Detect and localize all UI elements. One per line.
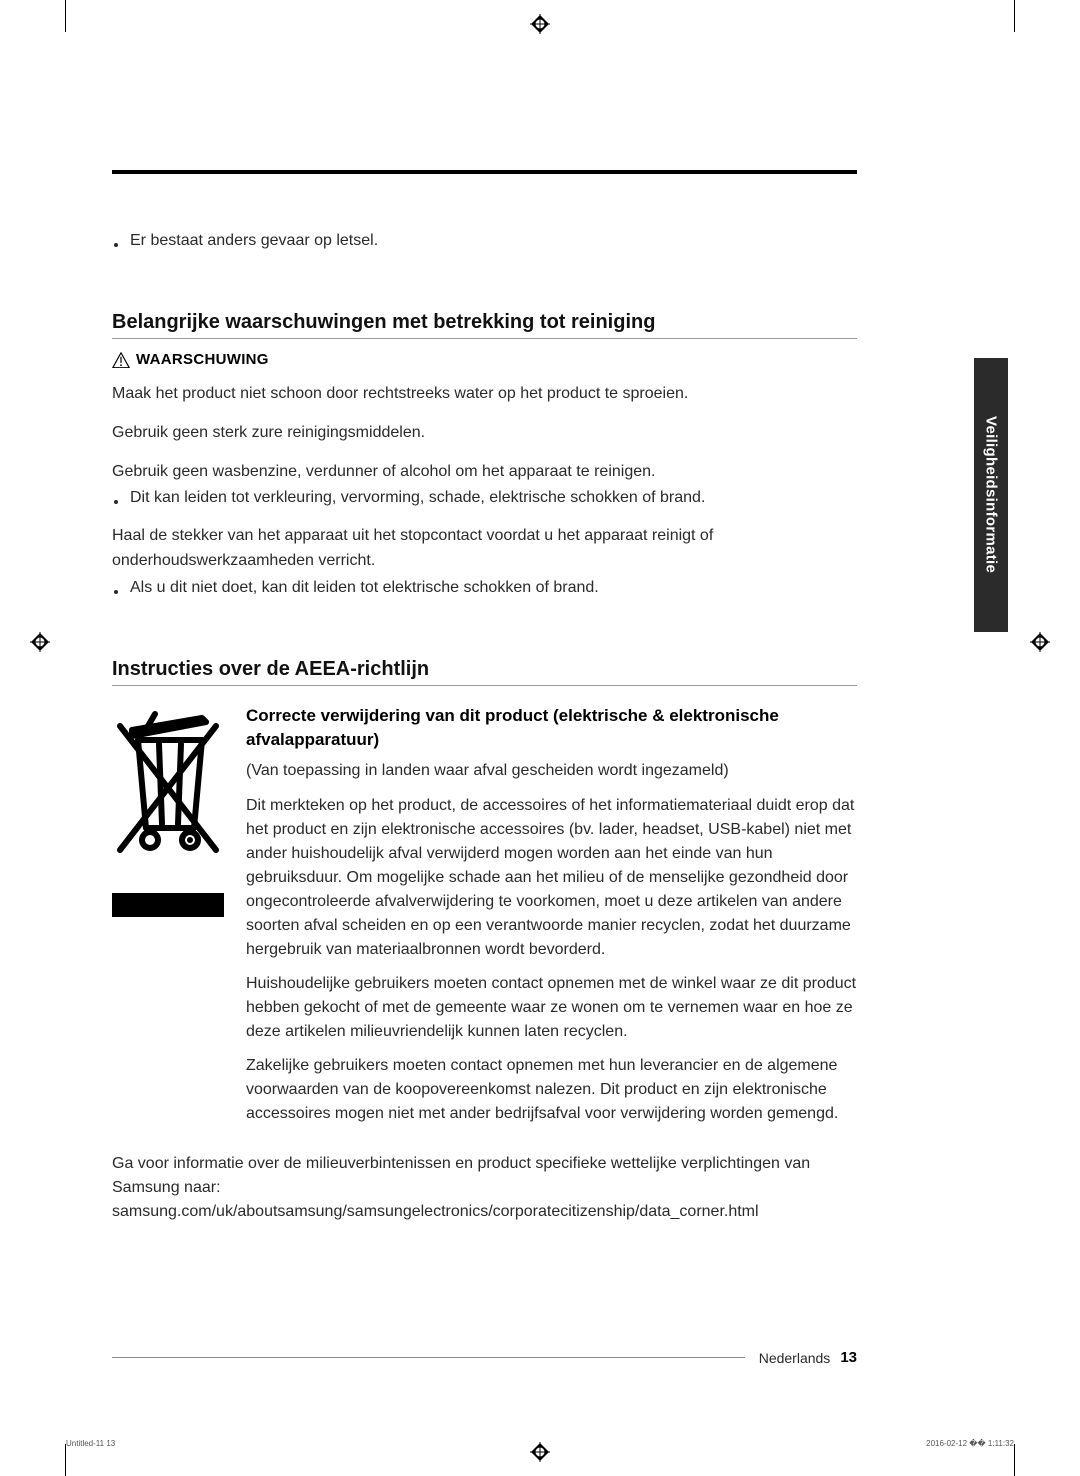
weee-row: Correcte verwijdering van dit product (e…: [112, 704, 857, 1136]
section2-heading: Instructies over de AEEA-richtlijn: [112, 658, 857, 686]
s1-b3a-text: Dit kan leiden tot verkleuring, vervormi…: [130, 486, 705, 510]
crop-mark: [1014, 1444, 1015, 1476]
footer-page-number: 13: [840, 1349, 857, 1366]
weee-underline-bar: [112, 893, 224, 917]
section1-heading: Belangrijke waarschuwingen met betrekkin…: [112, 311, 857, 339]
footer-language: Nederlands: [759, 1350, 831, 1366]
side-tab-label: Veiligheidsinformatie: [983, 416, 1000, 573]
s1-b4a: Als u dit niet doet, kan dit leiden tot …: [112, 576, 857, 600]
page-footer: Nederlands 13: [112, 1349, 857, 1366]
registration-mark-icon: [530, 1442, 550, 1462]
warning-row: WAARSCHUWING: [112, 351, 857, 368]
weee-title: Correcte verwijdering van dit product (e…: [246, 704, 857, 752]
warning-label: WAARSCHUWING: [136, 351, 269, 368]
weee-text-block: Correcte verwijdering van dit product (e…: [246, 704, 857, 1136]
warning-triangle-icon: [112, 352, 130, 368]
s1-p1: Maak het product niet schoon door rechts…: [112, 382, 857, 407]
top-rule: [112, 170, 857, 174]
weee-p2: Huishoudelijke gebruikers moeten contact…: [246, 972, 857, 1044]
s1-b3a: Dit kan leiden tot verkleuring, vervormi…: [112, 486, 857, 510]
bullet-icon: [112, 486, 130, 510]
registration-mark-icon: [530, 14, 550, 34]
s1-p2: Gebruik geen sterk zure reinigingsmiddel…: [112, 421, 857, 446]
crop-mark: [65, 1444, 66, 1476]
registration-mark-icon: [30, 632, 50, 652]
registration-mark-icon: [1030, 632, 1050, 652]
intro-bullet: Er bestaat anders gevaar op letsel.: [112, 229, 857, 253]
crop-mark: [65, 0, 66, 32]
footer-link-text: Ga voor informatie over de milieuverbint…: [112, 1152, 857, 1224]
side-tab: Veiligheidsinformatie: [974, 358, 1008, 632]
page-content: Er bestaat anders gevaar op letsel. Bela…: [112, 170, 857, 1224]
weee-p3: Zakelijke gebruikers moeten contact opne…: [246, 1054, 857, 1126]
imprint-left: Untitled-11 13: [66, 1439, 115, 1448]
s1-p3: Gebruik geen wasbenzine, verdunner of al…: [112, 460, 857, 485]
bullet-icon: [112, 229, 130, 253]
s1-b4a-text: Als u dit niet doet, kan dit leiden tot …: [130, 576, 599, 600]
weee-subtitle: (Van toepassing in landen waar afval ges…: [246, 762, 857, 780]
footer-rule: [112, 1357, 745, 1358]
bullet-icon: [112, 576, 130, 600]
s1-p4: Haal de stekker van het apparaat uit het…: [112, 524, 857, 574]
weee-bin-icon: [112, 708, 224, 917]
crop-mark: [1014, 0, 1015, 32]
intro-bullet-text: Er bestaat anders gevaar op letsel.: [130, 229, 378, 253]
imprint-right: 2016-02-12 �� 1:11:32: [926, 1439, 1014, 1448]
weee-p1: Dit merkteken op het product, de accesso…: [246, 794, 857, 962]
